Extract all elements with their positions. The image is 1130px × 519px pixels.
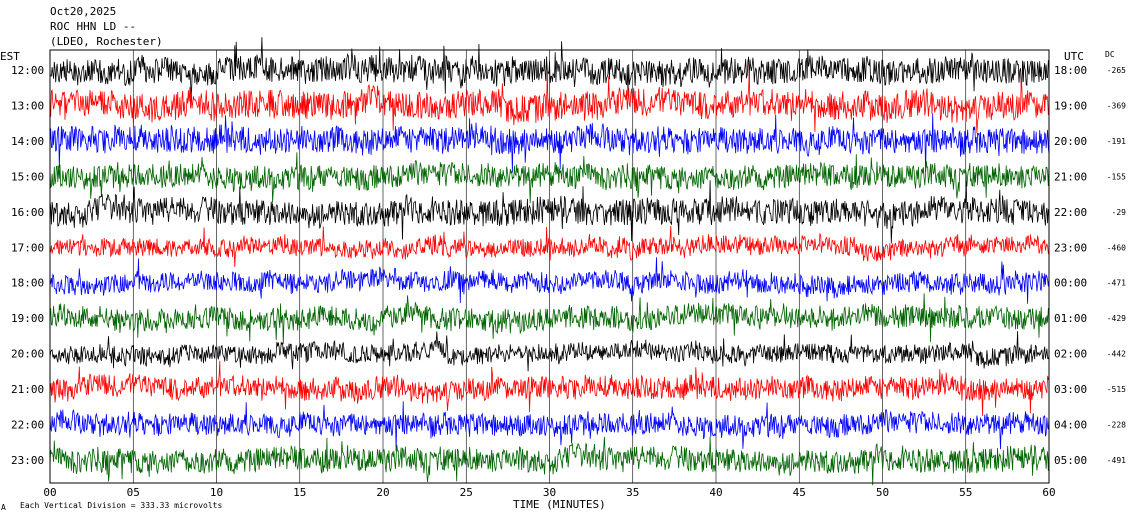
trace-row [49, 70, 1050, 134]
header-location: (LDEO, Rochester) [50, 35, 163, 48]
trace-row [49, 293, 1050, 344]
x-tick-label: 00 [43, 486, 56, 499]
trace-row [49, 152, 1050, 204]
dc-header: DC [1105, 50, 1115, 59]
x-tick-label: 35 [626, 486, 639, 499]
est-label: EST [0, 50, 20, 63]
corner-mark: A [1, 503, 6, 512]
trace-row [49, 360, 1050, 416]
dc-offset-label: -29 [1112, 208, 1127, 217]
local-time-label: 23:00 [11, 454, 44, 467]
plot-frame [49, 49, 1050, 484]
local-time-label: 17:00 [11, 241, 44, 254]
trace-row [49, 180, 1050, 244]
x-tick-label: 25 [460, 486, 473, 499]
header-station: ROC HHN LD -- [50, 20, 137, 33]
dc-offset-label: -491 [1107, 456, 1126, 465]
dc-offset-labels: -265 -369 -191 -155 -29 -460 -471 -429 -442 -515 -… [1107, 66, 1126, 465]
trace-row [49, 257, 1050, 304]
utc-time-label: 18:00 [1054, 64, 1087, 77]
local-time-label: 13:00 [11, 99, 44, 112]
local-time-labels: 12:00 13:00 14:00 15:00 16:00 17:00 18:00 19:00… [11, 64, 44, 467]
dc-offset-label: -369 [1107, 101, 1126, 110]
dc-offset-label: -429 [1107, 314, 1126, 323]
chart-grid [132, 50, 967, 483]
x-axis: 00 05 10 15 20 25 30 35 40 45 50 55 60 [43, 486, 1055, 499]
utc-time-labels: 18:00 19:00 20:00 21:00 22:00 23:00 00:00 01:00… [1054, 64, 1087, 467]
local-time-label: 18:00 [11, 277, 44, 290]
x-tick-label: 45 [793, 486, 806, 499]
dc-offset-label: -191 [1107, 137, 1126, 146]
x-tick-label: 50 [876, 486, 889, 499]
utc-time-label: 01:00 [1054, 312, 1087, 325]
trace-row [49, 113, 1050, 173]
chart-header: Oct20,2025 ROC HHN LD -- (LDEO, Rocheste… [50, 4, 163, 49]
utc-time-label: 22:00 [1054, 206, 1087, 219]
x-tick-label: 10 [210, 486, 223, 499]
utc-time-label: 21:00 [1054, 170, 1087, 183]
dc-offset-label: -471 [1107, 279, 1126, 288]
dc-offset-label: -228 [1107, 421, 1126, 430]
x-axis-title: TIME (MINUTES) [513, 498, 606, 511]
utc-label: UTC [1064, 50, 1084, 63]
dc-offset-label: -460 [1107, 243, 1126, 252]
dc-offset-label: -515 [1107, 385, 1126, 394]
trace-row [49, 331, 1050, 372]
seismic-traces [49, 37, 1050, 486]
utc-time-label: 05:00 [1054, 454, 1087, 467]
local-time-label: 22:00 [11, 419, 44, 432]
trace-row [49, 37, 1050, 101]
utc-time-label: 19:00 [1054, 99, 1087, 112]
dc-offset-label: -265 [1107, 66, 1126, 75]
local-time-label: 16:00 [11, 206, 44, 219]
x-tick-label: 05 [127, 486, 140, 499]
trace-row [49, 436, 1050, 486]
local-time-label: 15:00 [11, 170, 44, 183]
utc-time-label: 00:00 [1054, 277, 1087, 290]
local-time-label: 12:00 [11, 64, 44, 77]
dc-offset-label: -155 [1107, 172, 1126, 181]
x-tick-label: 55 [959, 486, 972, 499]
trace-row [49, 225, 1050, 267]
utc-time-label: 23:00 [1054, 241, 1087, 254]
x-tick-label: 40 [709, 486, 722, 499]
scale-note: Each Vertical Division = 333.33 microvol… [20, 501, 222, 510]
utc-time-label: 20:00 [1054, 135, 1087, 148]
x-tick-label: 20 [376, 486, 389, 499]
x-tick-label: 60 [1042, 486, 1055, 499]
dc-offset-label: -442 [1107, 350, 1126, 359]
header-date: Oct20,2025 [50, 5, 117, 18]
local-time-label: 19:00 [11, 312, 44, 325]
x-tick-label: 30 [543, 486, 556, 499]
local-time-label: 20:00 [11, 348, 44, 361]
utc-time-label: 03:00 [1054, 383, 1087, 396]
utc-time-label: 04:00 [1054, 419, 1087, 432]
utc-time-label: 02:00 [1054, 348, 1087, 361]
trace-row [49, 401, 1050, 452]
local-time-label: 21:00 [11, 383, 44, 396]
x-tick-label: 15 [293, 486, 306, 499]
local-time-label: 14:00 [11, 135, 44, 148]
